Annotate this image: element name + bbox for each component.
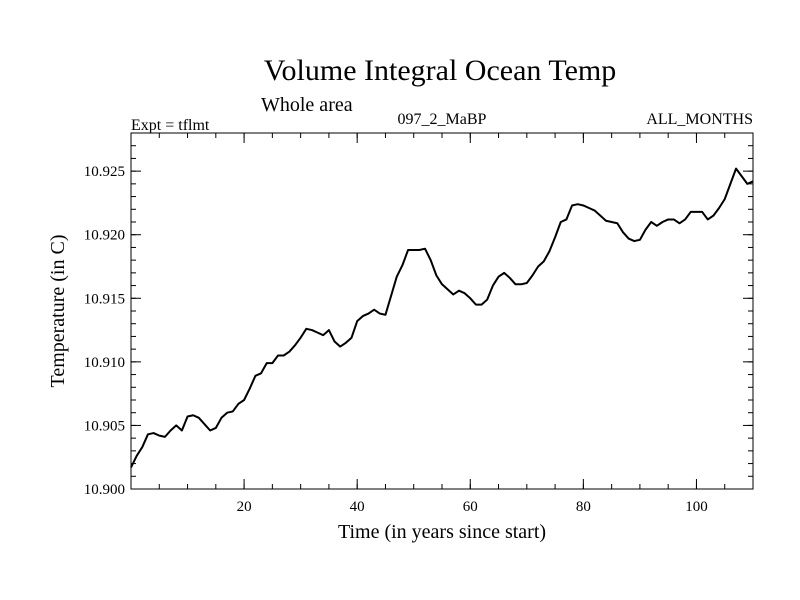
y-tick-label: 10.925 xyxy=(84,164,125,180)
plot-frame xyxy=(130,132,754,490)
x-tick-label: 20 xyxy=(237,499,252,515)
x-tick-label: 40 xyxy=(350,499,365,515)
chart-title: Volume Integral Ocean Temp xyxy=(264,54,617,87)
y-tick-label: 10.920 xyxy=(84,228,125,244)
series-line xyxy=(130,167,754,468)
x-tick-label: 100 xyxy=(685,499,708,515)
period-label: ALL_MONTHS xyxy=(646,111,753,128)
y-tick-label: 10.900 xyxy=(84,482,125,498)
x-tick-label: 80 xyxy=(576,499,591,515)
run-label: 097_2_MaBP xyxy=(398,111,487,128)
x-axis-label: Time (in years since start) xyxy=(338,521,546,543)
chart-subtitle: Whole area xyxy=(261,94,353,116)
experiment-label: Expt = tflmt xyxy=(131,117,210,134)
y-axis-label: Temperature (in C) xyxy=(47,235,69,388)
y-tick-label: 10.905 xyxy=(84,418,125,434)
x-tick-label: 60 xyxy=(463,499,478,515)
y-tick-label: 10.910 xyxy=(84,355,125,371)
axis-tick-labels: 20 40 60 80 100 10.900 10.905 10.910 10.915 10.92… xyxy=(84,164,708,515)
y-tick-label: 10.915 xyxy=(84,291,125,307)
axis-ticks xyxy=(131,133,753,490)
